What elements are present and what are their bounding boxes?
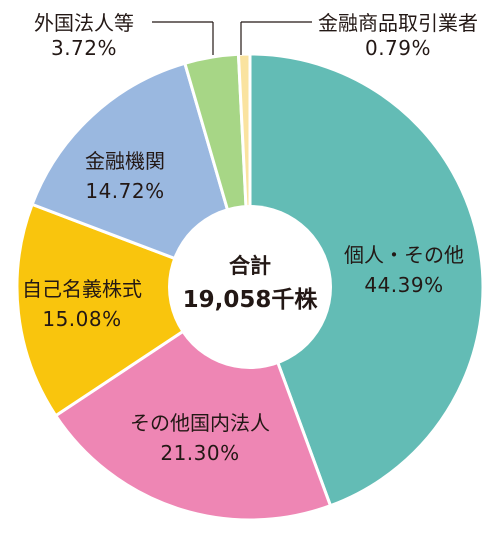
slice-pct-other-domestic: 21.30% [160,441,239,465]
slice-pct-individuals: 44.39% [364,273,443,297]
center-total: 19,058千株 [183,287,319,313]
slice-label-other-domestic: その他国内法人 [130,411,270,435]
center-title: 合計 [229,254,271,278]
slice-pct-securities-firms: 0.79% [365,36,431,60]
slice-label-treasury-stock: 自己名義株式 [22,277,142,301]
pie-slice-individuals [248,52,485,508]
slice-label-foreign-corporations: 外国法人等 [34,11,134,35]
slice-pct-treasury-stock: 15.08% [42,307,121,331]
slice-pct-financial-institutions: 14.72% [85,179,164,203]
slice-label-securities-firms: 金融商品取引業者 [318,11,478,35]
slice-pct-foreign-corporations: 3.72% [51,36,117,60]
donut-hole [168,205,332,369]
slice-label-financial-institutions: 金融機関 [85,149,165,173]
slice-label-individuals: 個人・その他 [344,243,464,267]
pie-slice-treasury-stock [15,202,252,418]
